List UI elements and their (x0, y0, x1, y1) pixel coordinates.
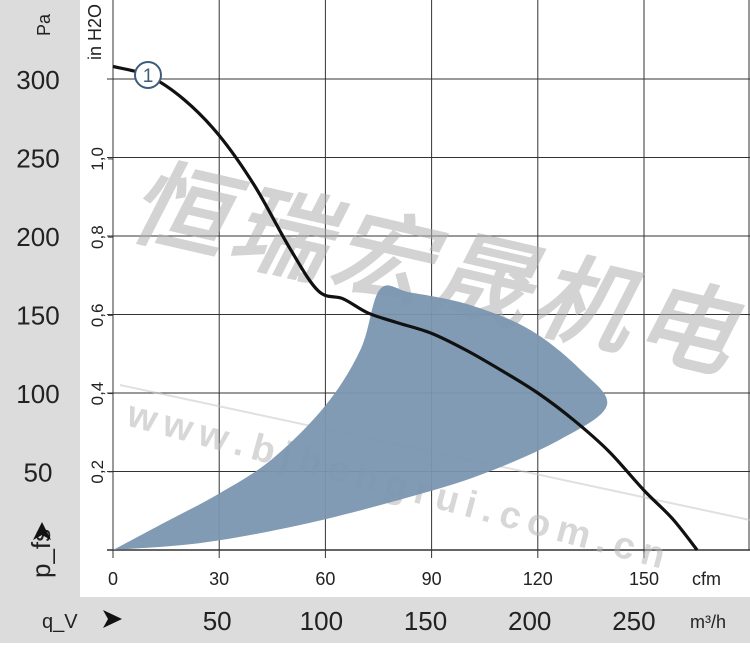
pa-unit-label: Pa (34, 13, 54, 36)
inh2o-tick-label: 0,4 (88, 382, 107, 406)
inh2o-tick-label: 1,0 (88, 147, 107, 171)
operating-region (113, 285, 608, 550)
pfs-arrow-icon (33, 522, 51, 540)
cfm-tick-label: 150 (629, 569, 659, 589)
cfm-tick-label: 90 (422, 569, 442, 589)
inh2o-tick-label: 0,6 (88, 304, 107, 328)
m3h-tick-label: 250 (612, 606, 655, 636)
m3h-tick-label: 50 (203, 606, 232, 636)
qv-arrow-icon (103, 610, 122, 628)
qv-axis-label: q_V (42, 611, 78, 633)
cfm-tick-label: 0 (108, 569, 118, 589)
pa-tick-label: 300 (16, 65, 59, 95)
pa-tick-label: 150 (16, 301, 59, 331)
m3h-tick-label: 100 (300, 606, 343, 636)
pa-tick-label: 250 (16, 144, 59, 174)
pa-tick-label: 100 (16, 379, 59, 409)
cfm-tick-label: 30 (209, 569, 229, 589)
cfm-unit-label: cfm (692, 569, 721, 589)
m3h-tick-label: 150 (404, 606, 447, 636)
curve-label-1: 1 (134, 61, 162, 89)
inh2o-unit-label: in H2O (85, 4, 105, 60)
cfm-tick-label: 60 (315, 569, 335, 589)
inh2o-tick-label: 0,2 (88, 460, 107, 484)
pfs-axis-label: p_fs (26, 529, 56, 578)
curve-label-circle (134, 61, 162, 89)
cfm-tick-label: 120 (523, 569, 553, 589)
pa-tick-label: 50 (24, 458, 53, 488)
pa-tick-label: 200 (16, 222, 59, 252)
inh2o-tick-label: 0,8 (88, 225, 107, 249)
series-1-curve (112, 64, 699, 551)
m3h-unit-label: m³/h (690, 612, 726, 632)
curve-label-text: 1 (143, 66, 154, 87)
m3h-tick-label: 200 (508, 606, 551, 636)
bottom-axis-panel (0, 597, 750, 643)
